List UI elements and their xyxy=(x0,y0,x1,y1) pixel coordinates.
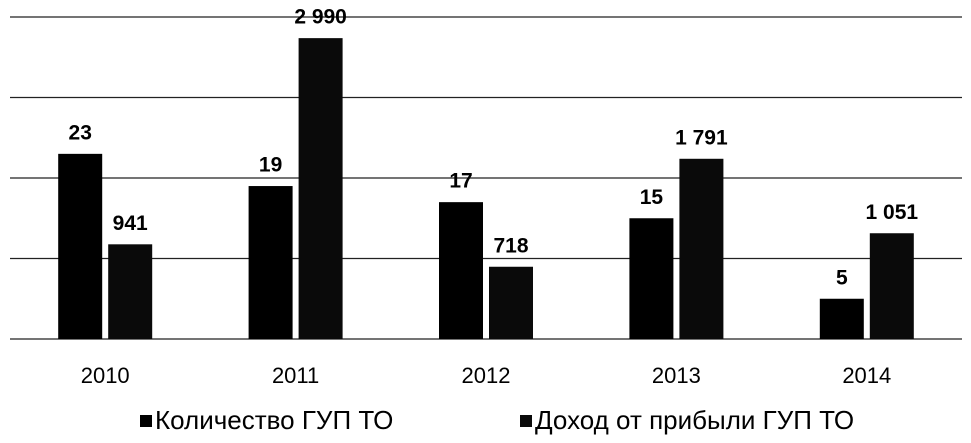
x-tick-label: 2012 xyxy=(462,363,511,388)
legend-marker xyxy=(520,415,532,427)
value-label: 17 xyxy=(449,170,472,193)
bar xyxy=(248,186,293,339)
legend-label: Доход от прибыли ГУП ТО xyxy=(535,405,854,435)
legend-marker xyxy=(140,415,152,427)
value-label: 19 xyxy=(259,154,282,177)
bar xyxy=(108,244,153,339)
value-label: 1 791 xyxy=(675,126,728,149)
value-label: 2 990 xyxy=(294,6,347,29)
value-label: 718 xyxy=(493,234,528,257)
x-tick-label: 2011 xyxy=(272,363,319,388)
bar xyxy=(58,153,103,339)
value-label: 5 xyxy=(836,266,848,289)
bar xyxy=(679,158,724,339)
value-label: 15 xyxy=(640,186,664,209)
bar xyxy=(489,266,533,339)
bar xyxy=(869,233,914,339)
value-label: 23 xyxy=(69,121,92,144)
bar xyxy=(298,38,343,339)
bar xyxy=(819,298,864,339)
value-label: 1 051 xyxy=(866,201,919,224)
x-tick-label: 2010 xyxy=(81,363,130,388)
bar xyxy=(629,218,674,339)
x-tick-label: 2014 xyxy=(842,363,891,388)
x-tick-label: 2013 xyxy=(652,363,701,388)
value-label: 941 xyxy=(113,212,148,235)
bar xyxy=(439,202,483,339)
legend-label: Количество ГУП ТО xyxy=(155,405,393,435)
